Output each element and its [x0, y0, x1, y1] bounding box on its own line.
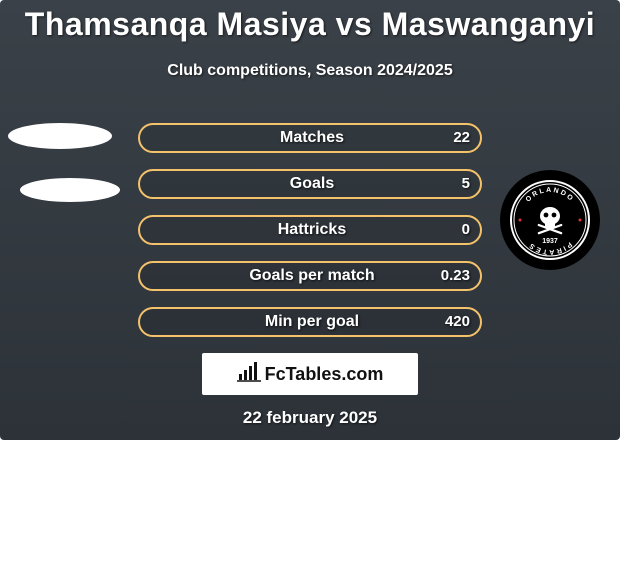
stat-row: Goals per match0.23: [138, 261, 482, 291]
bar-chart-icon: [237, 362, 261, 387]
page-title: Thamsanqa Masiya vs Maswanganyi: [0, 6, 620, 43]
stat-value-right: 0.23: [441, 263, 470, 289]
page-subtitle: Club competitions, Season 2024/2025: [0, 62, 620, 80]
stat-value-right: 22: [453, 125, 470, 151]
stat-value-right: 420: [445, 309, 470, 335]
club-badge: ORLANDO PIRATES 1937: [500, 170, 600, 270]
stat-row: Hattricks0: [138, 215, 482, 245]
stat-fill-right: [310, 171, 480, 197]
stat-label: Hattricks: [140, 217, 484, 243]
stat-row: Min per goal420: [138, 307, 482, 337]
club-badge-placeholder: [8, 123, 112, 149]
stat-row: Goals5: [138, 169, 482, 199]
stat-value-right: 0: [462, 217, 470, 243]
club-badge-placeholder: [20, 178, 120, 202]
brand-label: FcTables.com: [265, 364, 384, 385]
update-date: 22 february 2025: [0, 408, 620, 428]
skull-icon: ORLANDO PIRATES 1937: [512, 182, 588, 258]
brand-box[interactable]: FcTables.com: [202, 353, 418, 395]
club-badge-inner: ORLANDO PIRATES 1937: [510, 180, 590, 260]
stat-row: Matches22: [138, 123, 482, 153]
svg-text:1937: 1937: [542, 238, 558, 245]
stat-value-right: 5: [462, 171, 470, 197]
